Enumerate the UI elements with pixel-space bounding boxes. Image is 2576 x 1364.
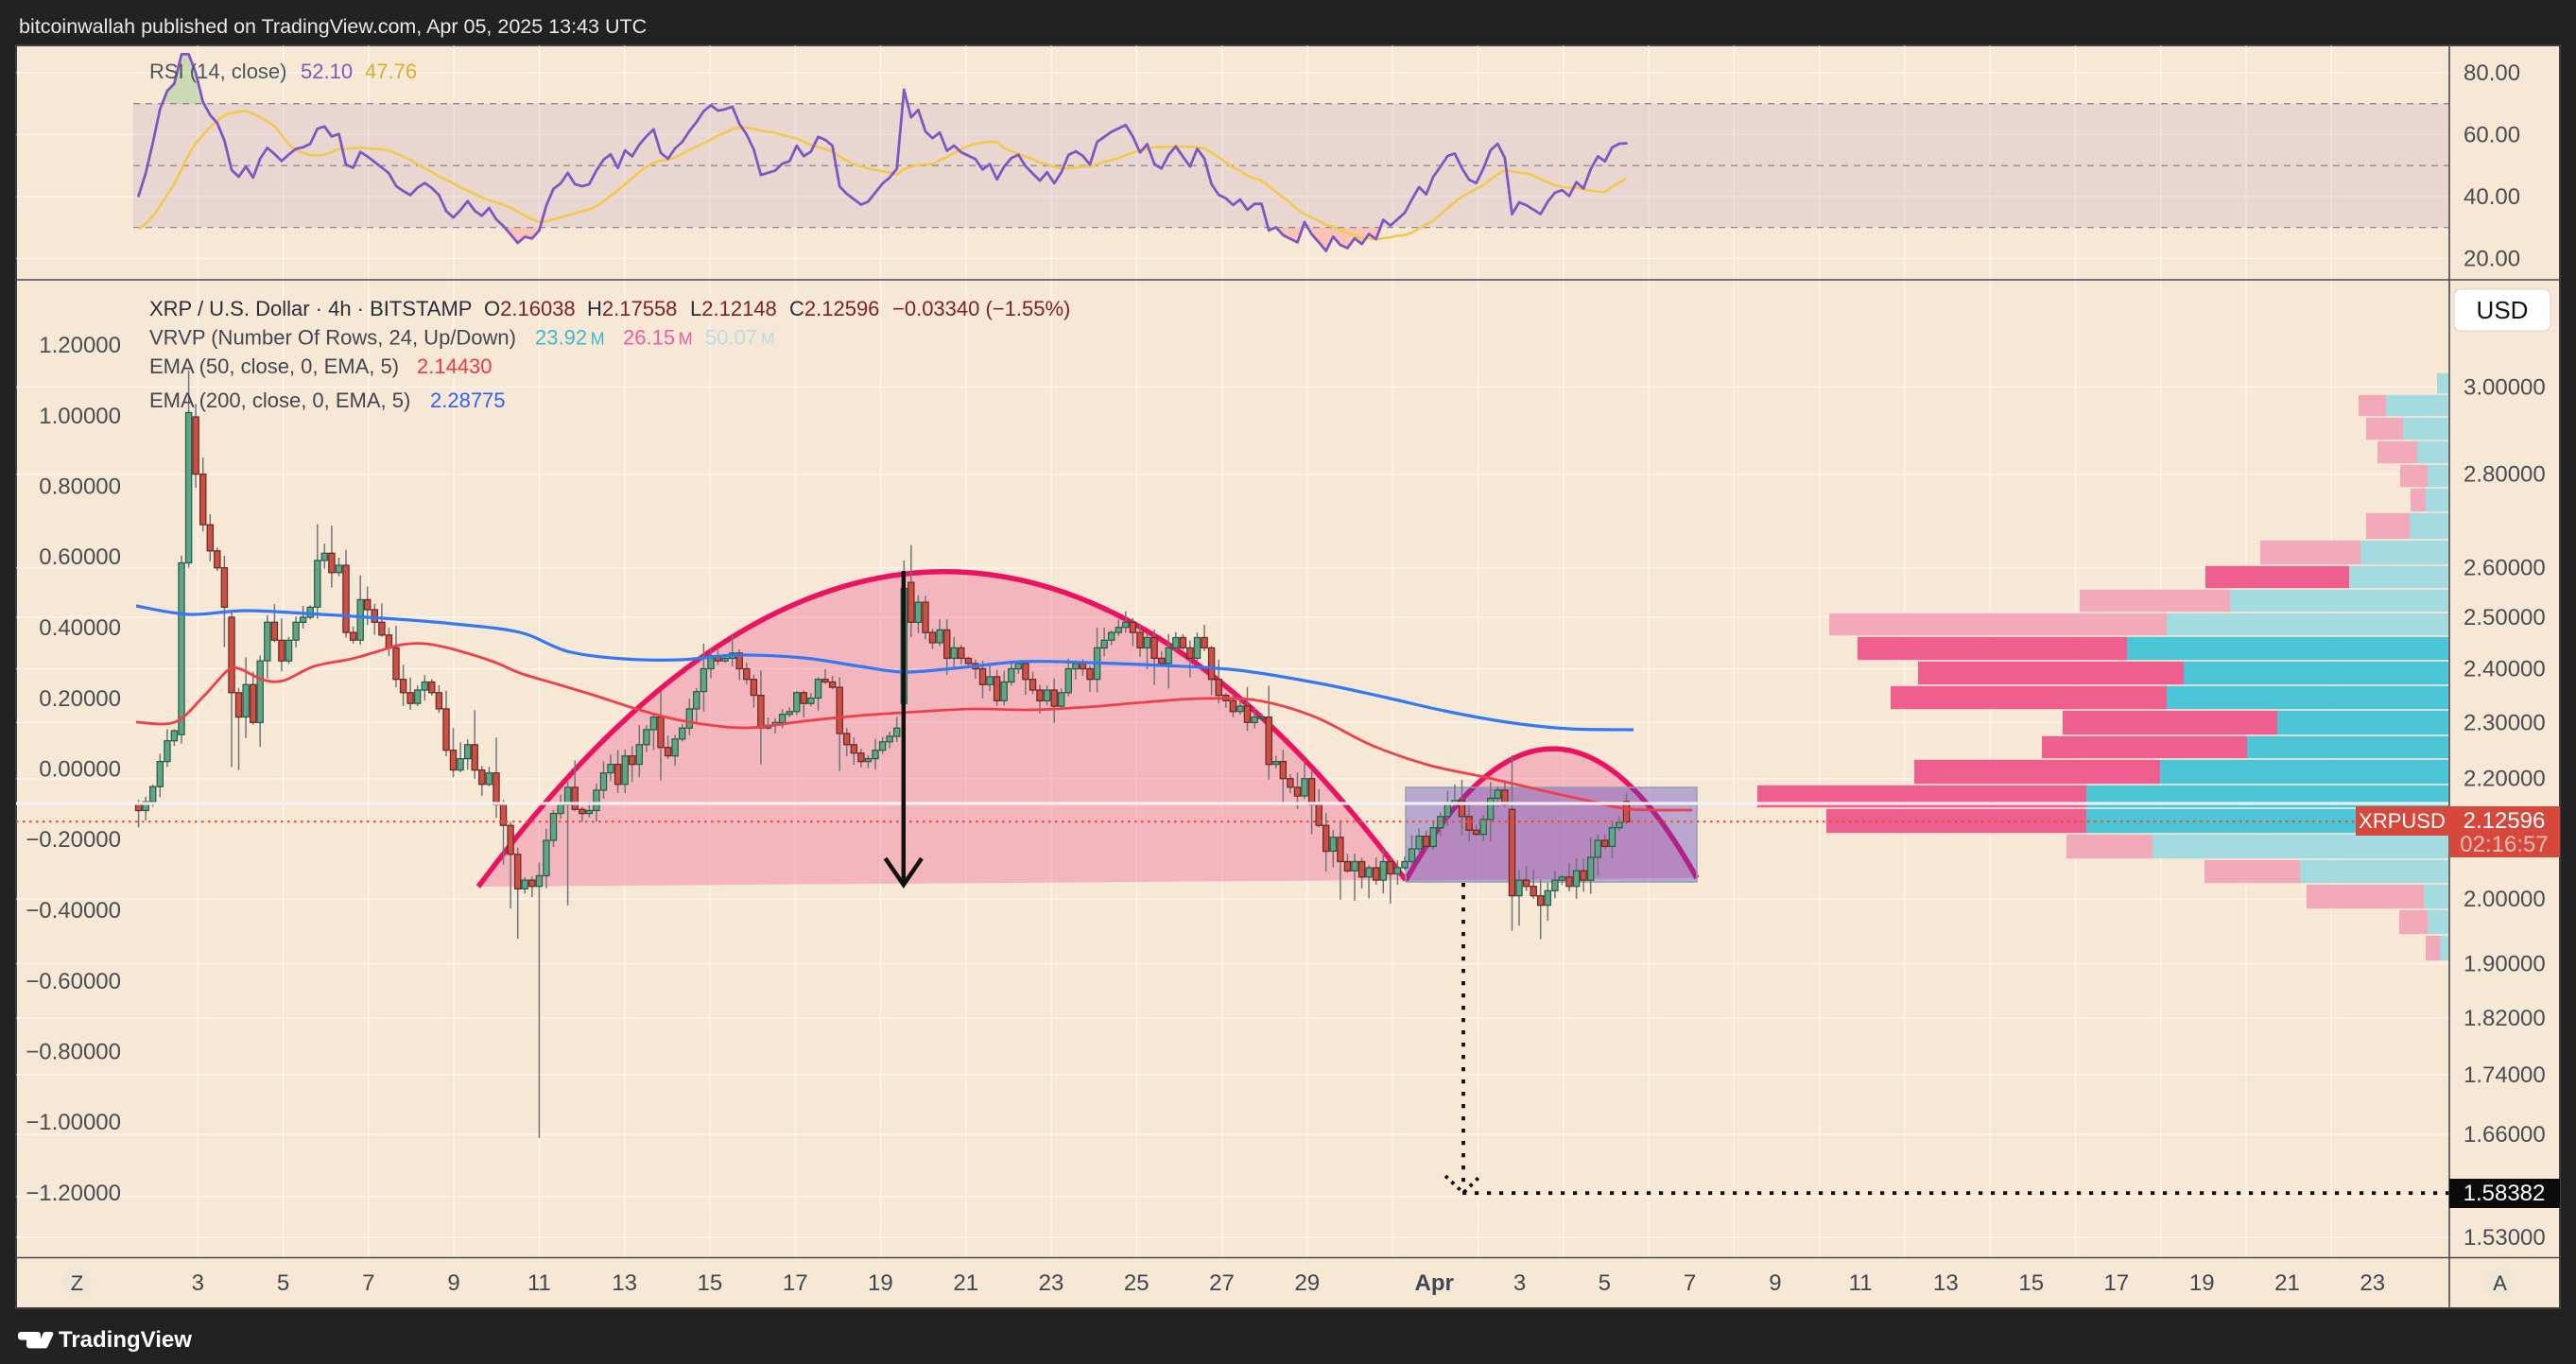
svg-text:2.50000: 2.50000 — [2464, 605, 2546, 630]
svg-text:13: 13 — [1933, 1270, 1959, 1296]
svg-text:19: 19 — [868, 1270, 893, 1296]
svg-text:0.60000: 0.60000 — [39, 544, 121, 570]
svg-text:H2.17558: H2.17558 — [587, 297, 677, 320]
svg-text:9: 9 — [447, 1270, 459, 1296]
svg-text:11: 11 — [527, 1270, 551, 1296]
svg-text:40.00: 40.00 — [2464, 184, 2520, 210]
svg-text:TradingView: TradingView — [59, 1327, 192, 1353]
svg-text:C2.12596: C2.12596 — [789, 297, 879, 320]
svg-text:3.00000: 3.00000 — [2464, 375, 2546, 401]
svg-text:7: 7 — [362, 1270, 374, 1296]
svg-text:RSI (14, close): RSI (14, close) — [149, 60, 287, 83]
svg-text:15: 15 — [698, 1270, 723, 1296]
svg-text:2.28775: 2.28775 — [430, 388, 506, 412]
svg-text:USD: USD — [2477, 296, 2529, 324]
svg-text:1.53000: 1.53000 — [2464, 1225, 2546, 1251]
svg-text:26.15 M: 26.15 M — [623, 326, 693, 350]
svg-text:EMA (50, close, 0, EMA, 5): EMA (50, close, 0, EMA, 5) — [149, 354, 399, 378]
svg-text:1.58382: 1.58382 — [2464, 1181, 2546, 1206]
svg-text:02:16:57: 02:16:57 — [2460, 832, 2548, 857]
svg-text:60.00: 60.00 — [2464, 122, 2520, 147]
svg-text:O2.16038: O2.16038 — [484, 297, 576, 320]
svg-text:2.00000: 2.00000 — [2464, 887, 2546, 912]
svg-text:XRP / U.S. Dollar · 4h · BITST: XRP / U.S. Dollar · 4h · BITSTAMP — [149, 297, 472, 320]
svg-text:−0.20000: −0.20000 — [26, 827, 121, 853]
svg-text:−0.40000: −0.40000 — [26, 898, 121, 924]
svg-text:23: 23 — [2360, 1270, 2385, 1296]
svg-text:2.20000: 2.20000 — [2464, 767, 2546, 792]
svg-text:5: 5 — [277, 1270, 289, 1296]
svg-text:1.82000: 1.82000 — [2464, 1006, 2546, 1031]
svg-text:1.90000: 1.90000 — [2464, 952, 2546, 977]
svg-text:23: 23 — [1039, 1270, 1064, 1296]
svg-text:20.00: 20.00 — [2464, 246, 2520, 271]
svg-text:−0.60000: −0.60000 — [26, 969, 121, 994]
svg-text:13: 13 — [612, 1270, 637, 1296]
svg-text:3: 3 — [192, 1270, 204, 1296]
svg-text:1.00000: 1.00000 — [39, 404, 121, 429]
svg-text:2.30000: 2.30000 — [2464, 710, 2546, 735]
svg-text:80.00: 80.00 — [2464, 60, 2520, 86]
svg-text:11: 11 — [1849, 1270, 1873, 1296]
svg-text:52.10: 52.10 — [301, 60, 353, 83]
svg-text:0.00000: 0.00000 — [39, 757, 121, 783]
svg-text:19: 19 — [2189, 1270, 2215, 1296]
svg-text:1.20000: 1.20000 — [39, 333, 121, 358]
svg-text:27: 27 — [1209, 1270, 1235, 1296]
svg-text:2.60000: 2.60000 — [2464, 556, 2546, 581]
svg-text:−0.03340 (−1.55%): −0.03340 (−1.55%) — [892, 297, 1070, 320]
svg-text:XRPUSD: XRPUSD — [2359, 809, 2446, 833]
svg-text:2.40000: 2.40000 — [2464, 657, 2546, 682]
svg-text:2.14430: 2.14430 — [417, 354, 493, 378]
svg-text:17: 17 — [783, 1270, 808, 1296]
svg-text:VRVP (Number Of Rows, 24, Up/D: VRVP (Number Of Rows, 24, Up/Down) — [149, 326, 516, 350]
svg-text:−1.20000: −1.20000 — [26, 1181, 121, 1206]
svg-text:0.40000: 0.40000 — [39, 615, 121, 641]
svg-text:2.12596: 2.12596 — [2464, 808, 2546, 834]
svg-text:21: 21 — [2274, 1270, 2300, 1296]
svg-text:1.74000: 1.74000 — [2464, 1062, 2546, 1088]
svg-text:23.92 M: 23.92 M — [535, 326, 605, 350]
svg-text:29: 29 — [1294, 1270, 1320, 1296]
svg-text:1.66000: 1.66000 — [2464, 1122, 2546, 1148]
svg-text:21: 21 — [953, 1270, 978, 1296]
svg-text:47.76: 47.76 — [365, 60, 417, 83]
svg-text:15: 15 — [2018, 1270, 2044, 1296]
svg-text:0.20000: 0.20000 — [39, 686, 121, 712]
svg-text:Apr: Apr — [1415, 1270, 1454, 1296]
svg-text:bitcoinwallah published on Tra: bitcoinwallah published on TradingView.c… — [19, 15, 647, 38]
svg-text:3: 3 — [1513, 1270, 1526, 1296]
svg-text:9: 9 — [1769, 1270, 1781, 1296]
svg-text:50.07 M: 50.07 M — [705, 326, 775, 350]
svg-text:5: 5 — [1599, 1270, 1611, 1296]
svg-text:25: 25 — [1124, 1270, 1150, 1296]
svg-text:EMA (200, close, 0, EMA, 5): EMA (200, close, 0, EMA, 5) — [149, 388, 410, 412]
svg-text:A: A — [2493, 1271, 2507, 1295]
svg-text:−0.80000: −0.80000 — [26, 1040, 121, 1065]
svg-text:Z: Z — [71, 1271, 83, 1295]
svg-text:L2.12148: L2.12148 — [690, 297, 777, 320]
svg-text:0.80000: 0.80000 — [39, 475, 121, 500]
svg-text:7: 7 — [1684, 1270, 1696, 1296]
svg-text:2.80000: 2.80000 — [2464, 462, 2546, 488]
svg-text:−1.00000: −1.00000 — [26, 1110, 121, 1135]
svg-text:17: 17 — [2104, 1270, 2130, 1296]
